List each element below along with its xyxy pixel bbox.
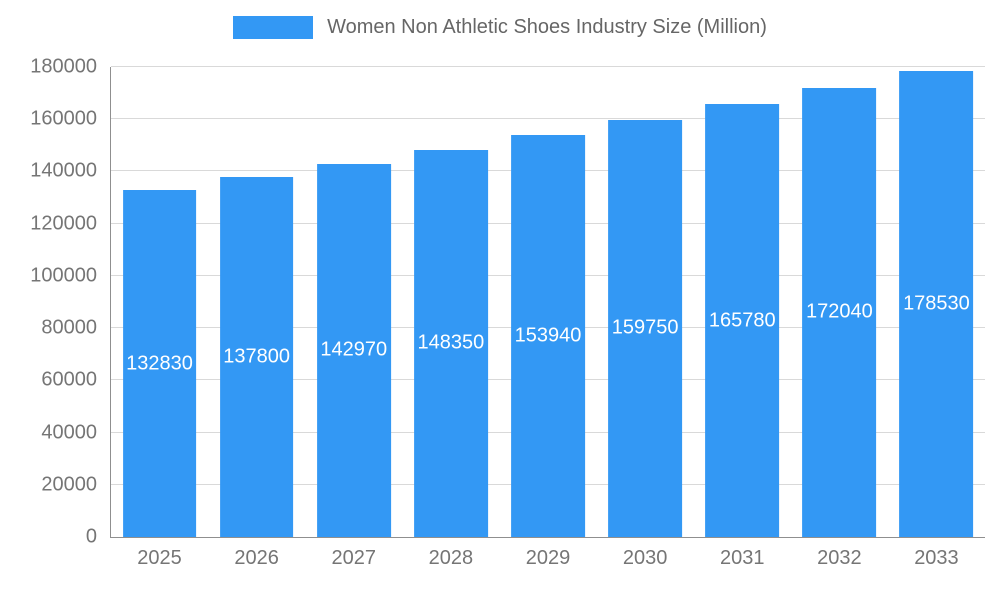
bar-annotation: 142970	[320, 338, 388, 361]
bar-annotation: 159750	[611, 316, 679, 339]
gridline	[111, 118, 985, 120]
chart-legend: Women Non Athletic Shoes Industry Size (…	[0, 16, 1000, 39]
x-tick-label: 2027	[331, 547, 377, 569]
bar	[219, 177, 294, 537]
bar-annotation: 132830	[126, 352, 193, 375]
bar-annotation: 178530	[903, 292, 970, 315]
gridline	[111, 66, 985, 67]
bar-annotation: 172040	[805, 300, 873, 323]
bar-annotation: 137800	[223, 345, 291, 368]
bar	[899, 70, 974, 537]
x-tick-label: 2028	[428, 547, 474, 569]
y-tick-label: 100000	[30, 264, 97, 287]
bar	[511, 135, 585, 537]
bar-annotation: 165780	[708, 309, 776, 332]
y-tick-label: 60000	[41, 368, 97, 391]
y-tick-label: 160000	[30, 107, 97, 130]
x-tick-label: 2025	[137, 547, 182, 569]
plot-area: 0 20000 40000 60000 80000 100000 120000 140000 1…	[30, 56, 985, 569]
y-tick-label: 0	[85, 525, 97, 548]
y-tick-label: 120000	[30, 212, 97, 235]
bar	[122, 190, 197, 537]
bar	[608, 119, 683, 537]
x-tick-label: 2029	[525, 547, 571, 569]
x-tick-label: 2030	[622, 547, 668, 569]
bar	[316, 163, 391, 537]
bar-annotation: 148350	[417, 331, 485, 354]
x-tick-label: 2031	[719, 547, 765, 569]
y-tick-label: 80000	[41, 316, 97, 339]
y-tick-label: 40000	[41, 421, 97, 444]
bar-annotation: 153940	[514, 324, 582, 347]
x-tick-label: 2026	[234, 547, 279, 569]
legend-swatch	[233, 16, 314, 39]
bar	[413, 149, 488, 537]
y-tick-label: 180000	[30, 55, 97, 78]
bar	[705, 104, 780, 537]
y-tick-label: 140000	[30, 159, 97, 182]
x-tick-label: 2033	[914, 547, 959, 569]
x-tick-label: 2032	[817, 547, 862, 569]
bar	[802, 87, 877, 537]
chart-title: Women Non Athletic Shoes Industry Size (…	[327, 16, 767, 38]
y-tick-label: 20000	[41, 473, 97, 496]
